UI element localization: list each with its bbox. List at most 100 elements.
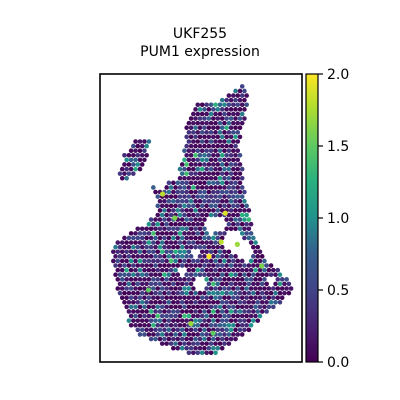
spot [197,299,203,305]
spot [253,258,258,264]
spot [193,235,198,241]
spot [208,350,214,356]
spot [211,171,216,176]
spot [213,120,218,126]
spot [179,263,185,268]
spot [126,290,132,296]
spot [204,212,209,218]
spot [251,299,256,305]
spot [139,235,145,241]
spot [237,198,243,204]
spot [237,107,243,112]
spot [199,341,205,346]
spot [224,107,229,112]
spot [231,286,236,291]
spot [228,318,234,323]
spot [204,286,209,291]
spot [264,281,269,287]
spot [128,249,134,255]
spot [193,226,198,232]
spot [188,116,194,121]
spot [239,221,245,227]
spot [179,226,185,232]
spot [219,152,225,158]
spot [255,263,261,268]
spot [119,277,125,282]
spot [217,267,223,273]
spot [151,240,156,245]
spot [191,332,196,337]
spot [139,299,145,305]
spot [193,318,198,323]
spot [222,313,227,319]
spot [155,258,161,264]
spot [235,212,241,218]
spot [213,212,218,218]
spot [139,290,145,296]
spot [222,258,227,264]
spot [215,116,221,121]
spot [131,318,136,323]
spot [253,267,258,273]
spot [237,309,243,314]
spot [208,277,214,282]
spot [204,185,209,190]
spot [228,116,234,121]
spot [151,295,156,300]
spot [217,313,223,319]
spot [179,345,185,351]
spot [182,175,187,181]
spot [148,299,154,305]
spot [164,341,169,346]
spot [151,277,156,282]
spot [173,240,178,245]
spot [195,267,201,273]
spot [188,208,194,213]
spot [222,332,227,337]
spot [215,189,221,195]
spot [179,299,185,305]
spot [255,299,261,305]
spot [199,120,205,126]
spot [219,336,225,342]
spot [213,313,218,319]
spot [155,231,161,236]
spot [191,175,196,181]
spot [199,175,205,181]
spot [197,309,203,314]
spot [162,309,167,314]
spot [171,263,176,268]
spot [226,221,232,227]
spot [126,272,132,278]
spot [157,226,163,232]
spot [186,350,192,356]
spot [162,290,167,296]
spot [239,84,245,89]
spot [235,258,241,264]
spot [242,272,247,278]
spot [222,295,227,300]
spot [217,212,223,218]
spot [235,139,241,144]
spot [213,102,218,108]
spot [215,198,221,204]
spot [159,322,165,328]
spot [144,263,149,268]
spot [235,277,241,282]
spot [208,322,214,328]
spot [195,148,201,153]
spot [217,258,223,264]
spot [217,322,223,328]
spot [222,286,227,291]
spot [166,226,172,232]
spot [117,263,123,268]
spot [273,290,278,296]
spot [133,240,138,245]
colorbar-tick-label: 1.0 [327,211,349,227]
spot [219,272,225,278]
spot [242,299,247,305]
spot [244,322,249,328]
spot [202,171,207,176]
spot [126,318,132,323]
spot [206,281,212,287]
